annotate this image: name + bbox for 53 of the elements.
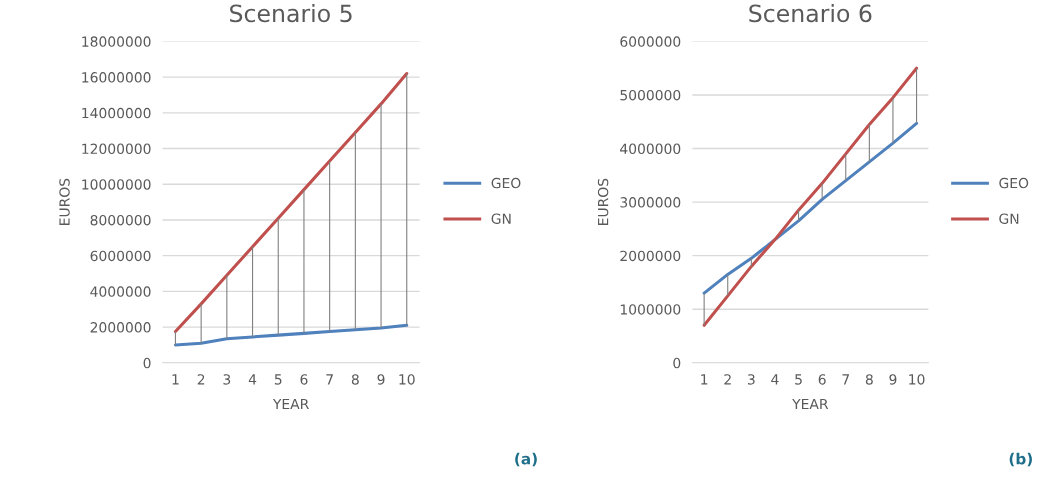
- x-tick-label: 10: [399, 374, 415, 385]
- y-tick-label: 6000000: [620, 36, 681, 47]
- x-tick-label: 2: [197, 374, 205, 385]
- y-tick-label: 4000000: [620, 143, 681, 155]
- x-tick-label: 7: [326, 374, 333, 385]
- x-tick-label: 3: [747, 374, 755, 385]
- text: (b): [1009, 452, 1032, 467]
- y-tick-label: 10000000: [82, 179, 151, 190]
- x-tick-label: 2: [724, 374, 731, 385]
- chart-title: Scenario 6: [749, 4, 872, 23]
- y-tick-label: 18000000: [82, 36, 151, 47]
- y-tick-label: 14000000: [82, 107, 151, 119]
- x-tick-label: 1: [172, 374, 179, 385]
- line-series: [702, 66, 919, 327]
- y-axis-title: EUROS: [597, 178, 609, 225]
- y-tick-label: 8000000: [90, 214, 151, 226]
- y-tick-label: 16000000: [82, 72, 151, 83]
- y-tick-label: 1000000: [620, 304, 681, 315]
- x-tick-label: 8: [351, 374, 359, 385]
- x-tick-label: 4: [771, 374, 779, 385]
- x-tick-label: 8: [865, 374, 873, 385]
- y-tick-label: 6000000: [90, 250, 151, 262]
- x-tick-label: 9: [889, 374, 897, 385]
- line-series: [173, 72, 409, 334]
- y-tick-label: 0: [673, 357, 681, 369]
- line-series: [702, 121, 919, 295]
- legend-label: GN: [999, 213, 1019, 224]
- y-tick-label: 12000000: [82, 143, 151, 155]
- legend-label: GN: [491, 213, 511, 224]
- y-tick-label: 2000000: [620, 250, 681, 262]
- y-tick-label: 5000000: [620, 89, 681, 101]
- y-axis-title: EUROS: [59, 178, 70, 225]
- legend-label: GEO: [491, 177, 521, 189]
- x-tick-label: 5: [795, 374, 802, 385]
- x-tick-label: 9: [377, 374, 385, 385]
- legend-label: GEO: [999, 177, 1029, 189]
- x-tick-label: 3: [223, 374, 231, 385]
- y-tick-label: 2000000: [90, 322, 151, 333]
- x-tick-label: 5: [274, 374, 282, 385]
- y-tick-label: 4000000: [90, 286, 151, 297]
- x-tick-label: 6: [818, 374, 826, 385]
- y-tick-label: 3000000: [620, 197, 681, 208]
- x-tick-label: 6: [300, 374, 308, 385]
- x-tick-label: 7: [842, 374, 849, 385]
- x-tick-label: 1: [701, 374, 708, 385]
- x-tick-label: 4: [248, 374, 257, 385]
- chart-title: Scenario 5: [230, 4, 352, 23]
- line-series: [173, 323, 409, 347]
- x-axis-title: YEAR: [792, 398, 829, 410]
- y-tick-label: 0: [143, 357, 151, 369]
- x-axis-title: YEAR: [272, 398, 309, 410]
- text: (a): [515, 452, 537, 467]
- x-tick-label: 10: [909, 374, 925, 385]
